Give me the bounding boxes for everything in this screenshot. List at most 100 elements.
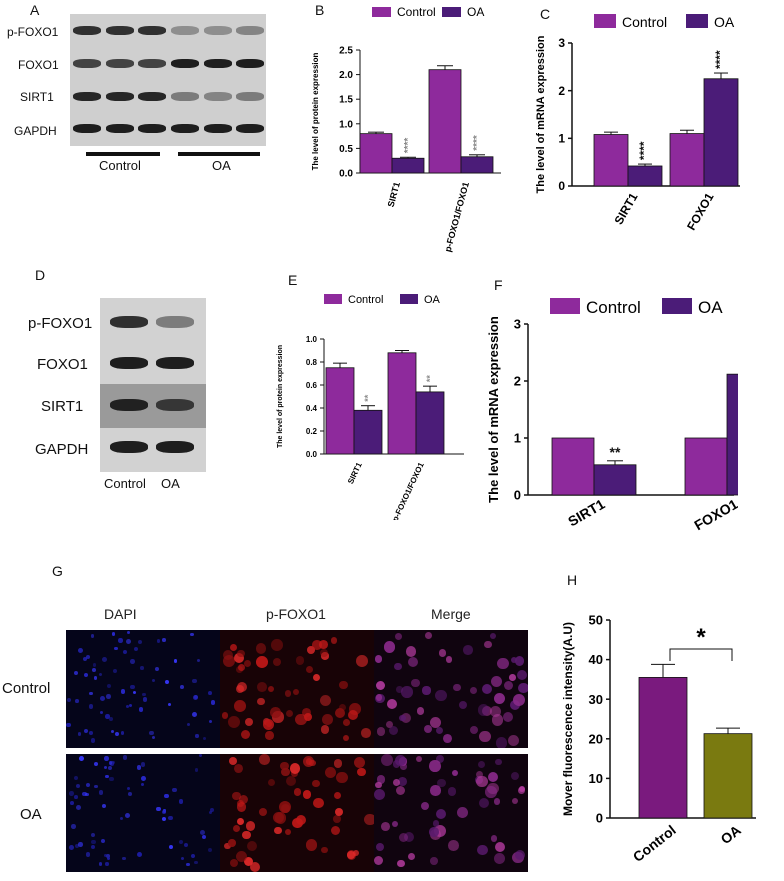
cell-dot <box>136 852 142 858</box>
y-tick-label: 3 <box>558 36 565 50</box>
bar <box>359 133 393 174</box>
cell-dot <box>237 818 245 826</box>
blot-a-label-p-foxo1: p-FOXO1 <box>7 25 59 39</box>
cell-dot <box>394 754 406 766</box>
cell-dot <box>178 839 184 844</box>
cell-dot <box>430 857 438 865</box>
cell-dot <box>164 793 169 798</box>
cell-dot <box>511 771 520 781</box>
cell-dot <box>396 786 406 796</box>
cell-dot <box>429 760 441 772</box>
cell-dot <box>392 778 400 786</box>
cell-dot <box>481 684 492 695</box>
cell-dot <box>497 657 509 670</box>
cell-dot <box>89 691 93 696</box>
y-tick-label: 0.8 <box>306 358 318 367</box>
cell-dot <box>78 647 84 653</box>
cell-dot <box>347 709 358 721</box>
cell-dot <box>375 842 385 852</box>
cell-dot <box>106 856 110 861</box>
significance-marker: * <box>696 624 706 651</box>
cell-dot <box>71 824 76 829</box>
cell-dot <box>88 704 94 710</box>
cell-dot <box>183 843 188 848</box>
cell-dot <box>127 792 132 796</box>
x-tick-label: OA <box>717 822 743 848</box>
bar <box>415 391 445 455</box>
cell-dot <box>361 728 371 738</box>
blot-band <box>138 26 166 35</box>
cell-dot <box>237 649 245 658</box>
cell-dot <box>115 732 120 737</box>
micro-col-dapi: DAPI <box>104 606 137 622</box>
cell-dot <box>306 666 314 674</box>
cell-dot <box>178 799 184 804</box>
cell-dot <box>82 656 87 661</box>
cell-dot <box>187 722 191 726</box>
cell-dot <box>90 839 96 845</box>
blot-band <box>138 92 166 101</box>
cell-dot <box>383 641 396 653</box>
legend-label: OA <box>467 5 484 19</box>
cell-dot <box>477 844 488 856</box>
cell-dot <box>122 650 127 655</box>
x-tick-label: p-FOXO1/FOXO1 <box>443 181 471 253</box>
y-tick-label: 50 <box>589 613 603 628</box>
cell-dot <box>68 791 74 797</box>
cell-dot <box>121 731 125 735</box>
y-tick-label: 2 <box>558 84 565 98</box>
cell-dot <box>136 765 142 770</box>
panel-letter-d: D <box>35 267 46 283</box>
bar-chart-h: 0 10 20 30 40 50 Mover fluorescence intensity(… <box>561 613 756 865</box>
panel-letter-c: C <box>540 6 551 22</box>
blot-band <box>236 26 264 35</box>
cell-dot <box>140 762 146 767</box>
y-tick-label: 0.4 <box>306 404 318 413</box>
cell-dot <box>202 834 207 840</box>
cell-dot <box>121 689 126 694</box>
cell-dot <box>502 712 513 723</box>
cell-dot <box>514 849 525 860</box>
y-tick-label: 2.5 <box>339 46 353 57</box>
cell-dot <box>245 820 256 831</box>
cell-dot <box>272 657 281 666</box>
cell-dot <box>229 859 238 868</box>
cell-dot <box>339 680 348 690</box>
cell-dot <box>228 716 241 729</box>
cell-dot <box>85 792 89 796</box>
blot-d-group-control: Control <box>104 476 146 491</box>
cell-dot <box>267 779 275 787</box>
cell-dot <box>70 801 75 806</box>
cell-dot <box>185 862 190 867</box>
cell-dot <box>113 669 118 674</box>
cell-dot <box>398 714 406 722</box>
blot-band <box>73 26 101 35</box>
y-tick-label: 40 <box>589 652 603 667</box>
panel-letter-e: E <box>288 272 298 288</box>
cell-dot <box>405 646 417 657</box>
cell-dot <box>78 842 83 847</box>
blot-band <box>110 357 148 369</box>
x-tick-label: FOXO1 <box>691 496 738 534</box>
cell-dot <box>485 786 497 798</box>
microscopy-grid <box>66 630 528 872</box>
blot-d-label-p-foxo1: p-FOXO1 <box>28 315 93 332</box>
cell-dot <box>352 849 360 857</box>
bar-chart-b: 0.0 0.5 1.0 1.5 2.0 2.5 The level of protein e… <box>311 5 501 253</box>
cell-dot <box>516 670 527 681</box>
cell-dot <box>445 656 453 663</box>
cell-dot <box>129 684 135 690</box>
cell-dot <box>391 820 399 828</box>
blot-a-label-sirt1: SIRT1 <box>20 90 54 104</box>
microscopy-tile <box>66 630 220 748</box>
x-tick-label: FOXO1 <box>684 190 717 233</box>
micro-col-p-foxo1: p-FOXO1 <box>266 606 326 622</box>
blot-a-group-control: Control <box>99 158 141 173</box>
cell-dot <box>401 686 413 698</box>
cell-dot <box>494 853 505 865</box>
cell-dot <box>107 765 112 770</box>
cell-dot <box>320 649 329 658</box>
cell-dot <box>476 770 484 778</box>
cell-dot <box>469 686 477 694</box>
cell-dot <box>210 807 214 812</box>
